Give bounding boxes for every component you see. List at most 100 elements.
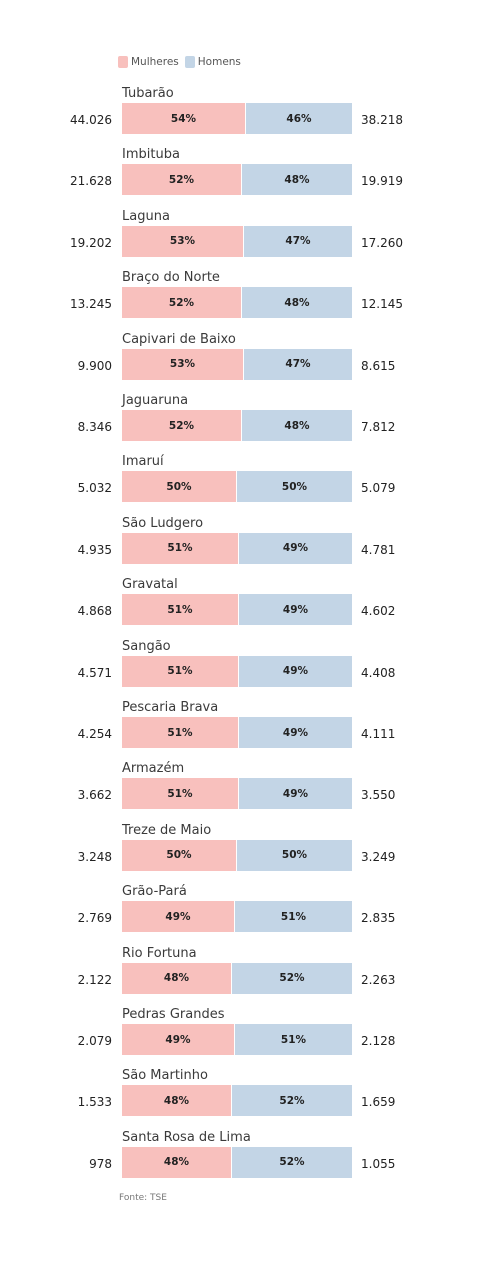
- source-note: Fonte: TSE: [119, 1193, 167, 1203]
- women-count-label: 8.346: [77, 420, 112, 434]
- bar-segment-women: 48%: [122, 1146, 232, 1178]
- women-count-label: 13.245: [70, 297, 112, 312]
- stacked-bar: 52% 48%: [122, 287, 352, 319]
- men-count-label: 19.919: [361, 174, 403, 189]
- men-count-label: 8.615: [361, 358, 396, 373]
- legend-label-women: Mulheres: [131, 56, 179, 68]
- bar-segment-men: 50%: [237, 471, 352, 503]
- chart-row: Santa Rosa de Lima 978 48% 52% 1.055: [0, 1124, 482, 1178]
- category-label: Pescaria Brava: [122, 700, 219, 715]
- chart-row: São Ludgero 4.935 51% 49% 4.781: [0, 510, 482, 564]
- chart-row: Jaguaruna 8.346 52% 48% 7.812: [0, 387, 482, 441]
- bar-segment-women: 48%: [122, 962, 232, 994]
- category-label: São Martinho: [122, 1068, 208, 1084]
- women-count-label: 2.769: [77, 911, 112, 926]
- bar-segment-men: 47%: [244, 348, 352, 380]
- women-count-label: 4.571: [77, 665, 112, 680]
- women-count-label: 44.026: [70, 113, 112, 127]
- bar-segment-women: 52%: [122, 287, 242, 319]
- men-count-label: 4.781: [361, 542, 396, 557]
- bar-segment-men: 51%: [235, 901, 352, 933]
- category-label: Pedras Grandes: [122, 1007, 225, 1022]
- women-count-label: 978: [89, 1156, 112, 1171]
- stacked-bar: 48% 52%: [122, 1085, 352, 1117]
- category-label: Imbituba: [122, 147, 180, 163]
- chart-row: Braço do Norte 13.245 52% 48% 12.145: [0, 264, 482, 319]
- chart-row: Pescaria Brava 4.254 51% 49% 4.111: [0, 694, 482, 748]
- chart-row: Capivari de Baixo 9.900 53% 47% 8.615: [0, 326, 482, 380]
- bar-segment-women: 51%: [122, 532, 239, 564]
- category-label: Jaguaruna: [122, 393, 189, 408]
- bar-segment-men: 49%: [239, 594, 352, 626]
- legend: Mulheres Homens: [118, 54, 247, 70]
- men-count-label: 3.249: [361, 849, 396, 864]
- bar-segment-men: 49%: [239, 778, 352, 810]
- men-count-label: 2.128: [361, 1034, 396, 1048]
- category-label: Santa Rosa de Lima: [122, 1129, 251, 1145]
- bar-segment-men: 49%: [239, 655, 352, 687]
- bar-segment-women: 51%: [122, 655, 239, 687]
- bar-segment-men: 47%: [244, 225, 352, 257]
- men-count-label: 1.055: [361, 1156, 396, 1171]
- women-count-label: 4.935: [77, 542, 112, 557]
- bar-segment-men: 49%: [239, 717, 352, 748]
- category-label: Tubarão: [122, 86, 174, 101]
- men-count-label: 5.079: [361, 481, 396, 496]
- stacked-bar: 49% 51%: [122, 1024, 352, 1055]
- stacked-bar: 50% 50%: [122, 839, 352, 871]
- men-count-label: 12.145: [361, 297, 403, 312]
- stacked-bar: 51% 49%: [122, 655, 352, 687]
- men-count-label: 3.550: [361, 788, 396, 803]
- legend-swatch-men: [184, 56, 195, 68]
- chart-row: Treze de Maio 3.248 50% 50% 3.249: [0, 817, 482, 871]
- women-count-label: 5.032: [77, 481, 112, 496]
- stacked-bar: 53% 47%: [122, 225, 352, 257]
- men-count-label: 17.260: [361, 235, 403, 250]
- bar-segment-men: 46%: [246, 103, 352, 134]
- bar-segment-women: 50%: [122, 839, 237, 871]
- men-count-label: 2.835: [361, 911, 396, 926]
- chart-row: Sangão 4.571 51% 49% 4.408: [0, 633, 482, 687]
- bar-segment-men: 48%: [242, 164, 352, 196]
- bar-segment-men: 50%: [237, 839, 352, 871]
- bar-segment-women: 52%: [122, 410, 242, 441]
- bar-segment-women: 52%: [122, 164, 242, 196]
- category-label: Capivari de Baixo: [122, 331, 236, 347]
- women-count-label: 2.079: [77, 1034, 112, 1048]
- chart-row: Grão-Pará 2.769 49% 51% 2.835: [0, 878, 482, 933]
- category-label: Sangão: [122, 638, 171, 654]
- women-count-label: 4.254: [77, 727, 112, 741]
- stacked-bar: 52% 48%: [122, 410, 352, 441]
- bar-segment-women: 50%: [122, 471, 237, 503]
- chart-row: Laguna 19.202 53% 47% 17.260: [0, 203, 482, 257]
- women-count-label: 19.202: [70, 235, 112, 250]
- category-label: Grão-Pará: [122, 884, 187, 900]
- men-count-label: 4.602: [361, 604, 396, 619]
- stacked-bar: 53% 47%: [122, 348, 352, 380]
- category-label: Rio Fortuna: [122, 945, 197, 961]
- women-count-label: 1.533: [77, 1095, 112, 1110]
- stacked-bar: 52% 48%: [122, 164, 352, 196]
- men-count-label: 1.659: [361, 1095, 396, 1110]
- stacked-bar: 51% 49%: [122, 594, 352, 626]
- category-label: Imaruí: [122, 454, 164, 470]
- category-label: Gravatal: [122, 577, 178, 593]
- category-label: Treze de Maio: [122, 822, 212, 838]
- bar-segment-women: 48%: [122, 1085, 232, 1117]
- women-count-label: 3.248: [77, 849, 112, 864]
- bar-segment-men: 48%: [242, 287, 352, 319]
- bar-segment-men: 49%: [239, 532, 352, 564]
- bar-segment-women: 53%: [122, 348, 244, 380]
- category-label: Braço do Norte: [122, 270, 220, 286]
- men-count-label: 4.408: [361, 665, 396, 680]
- bar-segment-women: 53%: [122, 225, 244, 257]
- men-count-label: 4.111: [361, 727, 396, 741]
- bar-segment-women: 51%: [122, 717, 239, 748]
- stacked-bar: 51% 49%: [122, 532, 352, 564]
- chart-row: Tubarão 44.026 54% 46% 38.218: [0, 80, 482, 134]
- bar-segment-women: 51%: [122, 594, 239, 626]
- bar-segment-men: 52%: [232, 962, 352, 994]
- category-label: Armazém: [122, 761, 185, 777]
- legend-swatch-women: [118, 56, 128, 68]
- category-label: Laguna: [122, 208, 170, 224]
